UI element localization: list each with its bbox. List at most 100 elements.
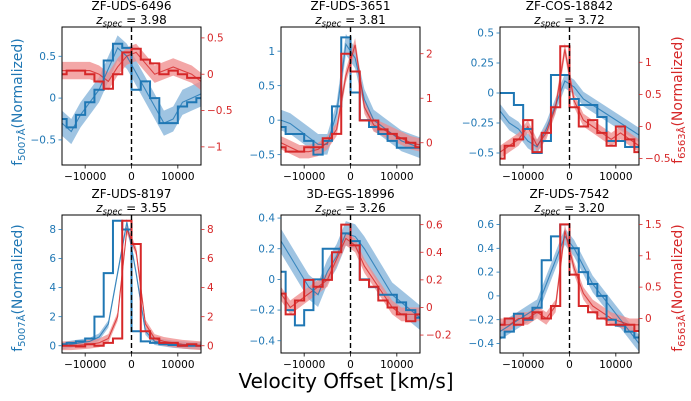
x-tick-label: 0	[128, 171, 135, 183]
oiii-data-step	[62, 219, 201, 347]
right-y-tick-label: 2	[207, 311, 214, 323]
x-tick-label: −10000	[502, 359, 544, 371]
left-ylabel-bottom-rest: (Normalized)	[10, 224, 26, 314]
right-y-tick-label: −0.5	[645, 153, 671, 165]
right-y-tick-label: 1	[645, 250, 652, 262]
left-y-tick-label: −0.5	[250, 149, 276, 161]
x-tick-label: −10000	[283, 171, 325, 183]
panel-title: ZF-UDS-3651	[311, 0, 391, 13]
zspec-symbol: z	[95, 13, 103, 27]
right-y-tick-label: 0	[207, 340, 214, 352]
right-y-tick-label: 0	[645, 121, 652, 133]
x-tick-label: 10000	[599, 171, 632, 183]
panel-1: −10000 0 10000 0.5 0 −0.5 0.5 0 −0.5 −1 ZF-UDS-649…	[31, 0, 233, 183]
right-y-tick-label: 0.5	[207, 32, 224, 44]
panel-5: −10000 0 10000 0.4 0.2 0 −0.2 −0.4 0.6 0.4 0.2 0 −0.…	[250, 187, 452, 371]
left-y-tick-label: 0.5	[477, 28, 494, 40]
left-y-tick-label: −0.25	[462, 118, 494, 130]
panel-zspec: zspec = 3.20	[533, 201, 604, 218]
left-y-tick-label: 8	[49, 224, 56, 236]
left-y-tick-label: 0.6	[477, 219, 494, 231]
x-tick-label: −10000	[283, 359, 325, 371]
x-tick-label: 10000	[161, 359, 194, 371]
zspec-symbol: z	[314, 201, 322, 215]
x-tick-label: 10000	[599, 359, 632, 371]
right-y-tick-label: −1	[207, 141, 222, 153]
right-y-tick-label: 0.4	[426, 247, 443, 259]
left-y-tick-label: 0	[268, 274, 275, 286]
left-y-tick-label: −0.2	[250, 305, 276, 317]
panel-zspec: zspec = 3.55	[95, 201, 166, 218]
left-y-tick-label: 0.4	[258, 213, 275, 225]
halpha-uncertainty-band	[62, 43, 201, 91]
panel-2: −10000 0 10000 1 0.5 0 −0.5 2 1 0 ZF-UDS-3651zspec…	[250, 0, 433, 183]
left-y-tick-label: 0.5	[258, 80, 275, 92]
zspec-symbol: z	[533, 201, 541, 215]
panel-zspec: zspec = 3.98	[95, 13, 166, 30]
left-y-tick-label: 0	[487, 88, 494, 100]
x-tick-label: 0	[347, 171, 354, 183]
right-y-tick-label: 0	[426, 137, 433, 149]
right-y-tick-label: −0.2	[426, 330, 452, 342]
x-tick-label: 10000	[380, 171, 413, 183]
right-y-tick-label: −0.5	[207, 105, 233, 117]
panel-6: −10000 0 10000 0.6 0.4 0.2 0 −0.2 −0.4 1.5 1 0.5 0 ZF…	[469, 187, 662, 371]
panel-3: −10000 0 10000 0.5 0.25 0 −0.25 −0.5 1 0.5 0 −0.5 ZF…	[462, 0, 671, 183]
panel-title: ZF-UDS-6496	[92, 0, 172, 13]
left-y-tick-label: 0.2	[258, 243, 275, 255]
x-tick-label: −10000	[502, 171, 544, 183]
left-y-tick-label: 0	[49, 93, 56, 105]
left-y-tick-label: −0.4	[469, 338, 495, 350]
panel-title: ZF-UDS-7542	[530, 187, 610, 201]
panel-title: 3D-EGS-18996	[306, 187, 394, 201]
x-tick-label: −10000	[64, 359, 106, 371]
right-ylabel-bottom: f6563Å(Normalized)	[670, 224, 688, 352]
halpha-uncertainty-band	[281, 231, 420, 322]
halpha-uncertainty-band	[500, 43, 639, 159]
left-y-tick-label: −0.5	[469, 148, 495, 160]
x-tick-label: 0	[566, 359, 573, 371]
right-y-tick-label: 0	[207, 69, 214, 81]
left-ylabel-top-rest: (Normalized)	[10, 38, 26, 128]
right-y-tick-label: 1.5	[645, 219, 662, 231]
left-y-tick-label: 0.25	[471, 58, 494, 70]
zspec-symbol: z	[314, 13, 322, 27]
right-y-tick-label: 0.6	[426, 219, 443, 231]
right-y-tick-label: 6	[207, 253, 214, 265]
panel-zspec: zspec = 3.81	[314, 13, 385, 30]
x-tick-label: 10000	[161, 171, 194, 183]
right-y-tick-label: 0	[645, 313, 652, 325]
left-y-tick-label: 2	[49, 311, 56, 323]
right-y-tick-label: 1	[426, 93, 433, 105]
right-y-tick-label: 4	[207, 282, 214, 294]
left-y-tick-label: −0.5	[31, 135, 57, 147]
left-y-tick-label: 6	[49, 253, 56, 265]
right-y-tick-label: 8	[207, 224, 214, 236]
zspec-symbol: z	[95, 201, 103, 215]
right-y-tick-label: 2	[426, 48, 433, 60]
right-y-tick-label: 0.5	[645, 89, 662, 101]
left-y-tick-label: 4	[49, 282, 56, 294]
zspec-subscript: spec	[541, 208, 561, 218]
zspec-subscript: spec	[541, 20, 561, 30]
zspec-subscript: spec	[103, 20, 123, 30]
zspec-subscript: spec	[322, 208, 342, 218]
right-ylabel-bottom-sub: 6563Å	[675, 314, 688, 346]
zspec-subscript: spec	[322, 20, 342, 30]
left-y-tick-label: 0.5	[39, 51, 56, 63]
left-ylabel-top: f5007Å(Normalized)	[10, 38, 28, 166]
oiii-uncertainty-band	[281, 221, 420, 330]
left-ylabel-bottom: f5007Å(Normalized)	[10, 224, 28, 352]
left-y-tick-label: 0.4	[477, 243, 494, 255]
panel-title: ZF-COS-18842	[526, 0, 613, 13]
right-ylabel-bottom-rest: (Normalized)	[670, 224, 686, 314]
x-tick-label: 0	[128, 359, 135, 371]
plot-area	[500, 223, 639, 352]
x-tick-label: 0	[566, 171, 573, 183]
halpha-data-step	[500, 223, 639, 333]
left-y-tick-label: 0	[487, 290, 494, 302]
x-tick-label: 10000	[380, 359, 413, 371]
x-tick-label: 0	[347, 359, 354, 371]
